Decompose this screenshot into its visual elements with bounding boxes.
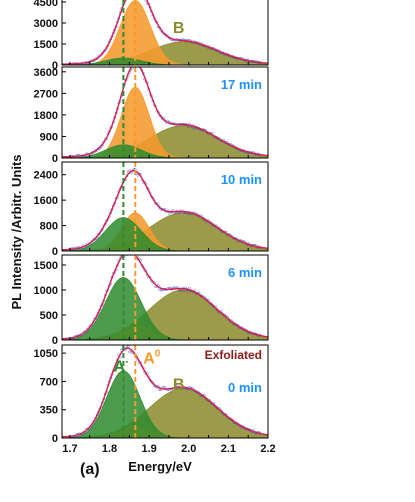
- x-tick-label: 1.7: [62, 443, 77, 455]
- fit-line: [62, 67, 268, 158]
- panel-frame: [61, 66, 269, 159]
- y-tick-label: 1800: [34, 110, 58, 122]
- x-tick-label: 2.1: [221, 443, 236, 455]
- fit-line: [62, 0, 268, 65]
- data-point: [171, 208, 175, 212]
- time-label: 10 min: [221, 172, 262, 187]
- y-tick-label: 1000: [34, 285, 58, 297]
- y-tick-label: 1050: [34, 348, 58, 360]
- panel-0: 0 1500 3000 4500 B: [34, 0, 269, 72]
- y-tick-label: 0: [52, 246, 58, 258]
- y-tick-label: 2400: [34, 170, 58, 182]
- data-point: [134, 252, 136, 254]
- y-tick-label: 1600: [34, 195, 58, 207]
- panel-plot-area: [62, 252, 268, 340]
- panel-plot-area: [62, 162, 268, 251]
- panel-frame: [61, 0, 269, 66]
- y-tick-label: 0: [52, 60, 58, 72]
- data-point: [211, 303, 214, 307]
- panel-label: (a): [80, 461, 100, 478]
- y-tick-label: 350: [40, 405, 58, 417]
- y-tick-label: 3000: [34, 18, 58, 30]
- y-tick-label: 1500: [34, 39, 58, 51]
- peak-a0-area: [62, 0, 268, 65]
- fit-line: [62, 347, 268, 438]
- time-label: 17 min: [221, 77, 262, 92]
- data-point: [133, 252, 135, 254]
- y-tick-label: 700: [40, 376, 58, 388]
- y-tick-label: 900: [40, 131, 58, 143]
- peak-a-minus-area: [62, 217, 268, 251]
- y-tick-label: 3600: [34, 67, 58, 79]
- panel-plot-area: [62, 67, 268, 158]
- data-point: [163, 385, 167, 389]
- y-tick-label: 4500: [34, 0, 58, 9]
- peak-annotation-a0: A0: [143, 349, 161, 368]
- panel-frame: [61, 344, 269, 439]
- exfoliated-label: Exfoliated: [205, 348, 262, 362]
- data-point: [125, 255, 129, 256]
- x-tick-label: 2.0: [181, 443, 196, 455]
- fit-line: [62, 169, 268, 251]
- panel-plot-area: [62, 0, 268, 65]
- data-point: [128, 350, 132, 354]
- peak-a-minus-area: [62, 144, 268, 158]
- x-axis-label: Energy/eV: [128, 459, 192, 474]
- y-tick-label: 0: [52, 153, 58, 165]
- panel-frame: [61, 254, 269, 341]
- panel-3: 0 500 1000 1500 6 min: [34, 252, 269, 347]
- data-point: [122, 252, 124, 254]
- data-point: [137, 67, 141, 69]
- x-tick-label: 2.2: [260, 443, 275, 455]
- y-tick-label: 0: [52, 433, 58, 445]
- time-label: 0 min: [228, 380, 262, 395]
- peak-annotation-b: B: [173, 20, 185, 37]
- panel-4: 0 350 700 1050 0 min Exfoliated A- A0 B: [34, 344, 269, 445]
- time-label: 6 min: [228, 265, 262, 280]
- x-tick-label: 1.9: [142, 443, 157, 455]
- panel-plot-area: [62, 345, 268, 438]
- y-tick-label: 2700: [34, 88, 58, 100]
- panel-1: 0 900 1800 2700 3600 17 min: [34, 66, 269, 165]
- y-tick-label: 0: [52, 335, 58, 347]
- data-point: [178, 289, 182, 292]
- x-tick-label: 1.8: [102, 443, 117, 455]
- data-point: [174, 384, 178, 387]
- y-tick-label: 500: [40, 310, 58, 322]
- peak-annotation-a-minus: A-: [114, 357, 129, 376]
- peak-annotation-b: B: [173, 376, 185, 393]
- fit-line: [62, 255, 268, 340]
- peak-a-minus-area: [62, 277, 268, 340]
- panel-frame: [61, 161, 269, 252]
- x-tick-labels: 1.7 1.8 1.9 2.0 2.1 2.2: [62, 443, 275, 455]
- y-axis-label: PL Intensity /Arbitr. Units: [9, 154, 24, 309]
- y-tick-label: 800: [40, 221, 58, 233]
- panel-2: 0 800 1600 2400 10 min: [34, 161, 269, 258]
- panels-group: 0 1500 3000 4500 B 0 900 1800 2700 3600 17 min 0 800…: [34, 0, 269, 445]
- y-tick-label: 1500: [34, 260, 58, 272]
